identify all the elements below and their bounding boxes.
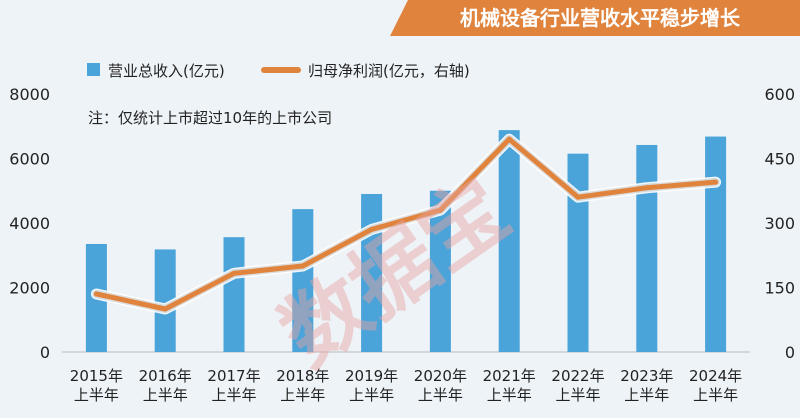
profit-point <box>437 207 443 213</box>
x-tick-label: 上半年 <box>693 386 738 404</box>
line-series <box>90 133 722 315</box>
profit-point <box>369 226 375 232</box>
x-tick-label: 上半年 <box>74 386 119 404</box>
x-tick-label: 2021年 <box>483 367 536 385</box>
profit-point <box>231 270 237 276</box>
x-tick-label: 上半年 <box>624 386 669 404</box>
x-tick-label: 2015年 <box>70 367 123 385</box>
left-axis: 0 2000 4000 6000 8000 <box>9 85 50 362</box>
x-tick-label: 上半年 <box>418 386 463 404</box>
x-tick-label: 2017年 <box>207 367 260 385</box>
x-tick-label: 上半年 <box>487 386 532 404</box>
right-tick-label: 600 <box>764 85 795 104</box>
left-tick-label: 8000 <box>9 85 50 104</box>
x-tick-label: 上半年 <box>143 386 188 404</box>
chart-note: 注：仅统计上市超过10年的上市公司 <box>88 109 332 127</box>
x-tick-label: 2023年 <box>620 367 673 385</box>
title-banner <box>390 0 800 36</box>
revenue-bar <box>636 144 658 352</box>
legend-line-label: 归母净利润(亿元，右轴) <box>308 62 470 80</box>
x-tick-label: 上半年 <box>211 386 256 404</box>
right-tick-label: 300 <box>764 214 795 233</box>
right-axis: 0 150 300 450 600 <box>764 85 795 362</box>
right-tick-label: 0 <box>785 343 795 362</box>
left-tick-label: 4000 <box>9 214 50 233</box>
legend-bar-label: 营业总收入(亿元) <box>108 62 225 80</box>
revenue-bar <box>705 136 727 352</box>
x-tick-label: 2018年 <box>276 367 329 385</box>
profit-point <box>93 291 99 297</box>
chart-title: 机械设备行业营收水平稳步增长 <box>460 6 741 30</box>
x-tick-label: 2016年 <box>139 367 192 385</box>
profit-point <box>506 136 512 142</box>
legend-bar-swatch <box>87 63 100 76</box>
profit-point <box>713 179 719 185</box>
left-tick-label: 0 <box>40 343 50 362</box>
profit-line <box>93 136 719 312</box>
x-tick-label: 2022年 <box>551 367 604 385</box>
revenue-bar <box>567 153 589 352</box>
x-tick-label: 2019年 <box>345 367 398 385</box>
x-axis: 2015年上半年2016年上半年2017年上半年2018年上半年2019年上半年… <box>70 367 742 404</box>
revenue-bar <box>292 209 314 352</box>
revenue-bar <box>429 190 451 352</box>
revenue-bar <box>223 237 245 352</box>
profit-point <box>644 185 650 191</box>
profit-point <box>575 194 581 200</box>
profit-point <box>162 306 168 312</box>
left-tick-label: 6000 <box>9 150 50 169</box>
x-tick-label: 2020年 <box>414 367 467 385</box>
x-tick-label: 2024年 <box>689 367 742 385</box>
revenue-bar <box>154 249 176 352</box>
right-tick-label: 150 <box>764 279 795 298</box>
x-tick-label: 上半年 <box>555 386 600 404</box>
left-tick-label: 2000 <box>9 279 50 298</box>
x-tick-label: 上半年 <box>280 386 325 404</box>
x-tick-label: 上半年 <box>349 386 394 404</box>
right-tick-label: 450 <box>764 150 795 169</box>
revenue-bar <box>498 130 520 352</box>
profit-point <box>300 263 306 269</box>
